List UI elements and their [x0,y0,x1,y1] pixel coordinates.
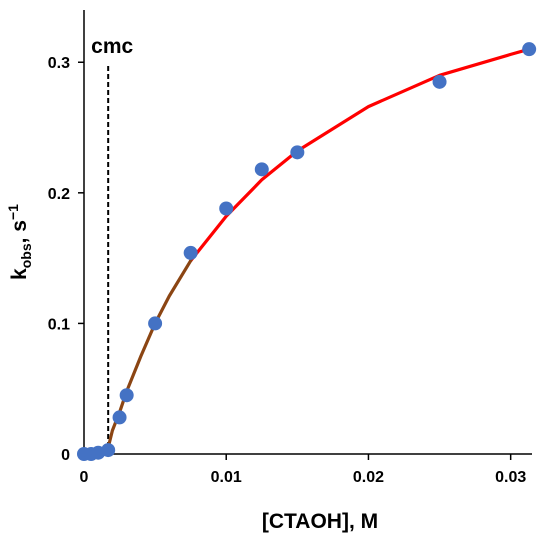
labels-layer: 0 0.1 0.2 0.3 0 0.01 0.02 0.03 [CTAOH], M kobs, s… [5,55,526,533]
x-axis-title: [CTAOH], M [262,510,378,533]
y-tick-label: 0.1 [48,316,70,333]
x-tick-label: 0 [80,469,89,486]
y-tick-label: 0 [61,447,70,464]
y-tick-label: 0.2 [48,186,70,203]
cmc-label: cmc [91,35,133,58]
x-tick-label: 0.01 [211,469,242,486]
data-point [148,316,163,331]
annotation-layer: cmc [91,35,134,454]
data-points-layer [77,42,537,461]
fit-curve-brown [82,259,193,456]
data-point [219,201,234,216]
data-point [112,410,127,425]
data-point [522,42,537,57]
data-point [290,145,305,160]
data-point [101,443,116,458]
data-point [432,74,447,89]
x-tick-label: 0.03 [495,469,526,486]
axes-layer [78,10,532,460]
y-tick-label: 0.3 [48,55,70,72]
data-point [119,388,134,403]
x-tick-label: 0.02 [353,469,384,486]
data-point [183,245,198,260]
data-point [254,162,269,177]
fit-curve-red [189,47,531,263]
fit-curve-layer [82,47,531,456]
y-axis-title: kobs, s−1 [5,204,34,280]
